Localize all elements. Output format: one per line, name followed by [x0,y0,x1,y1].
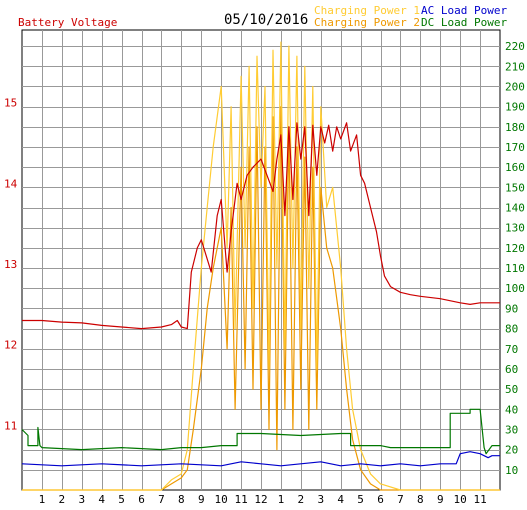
legend-ac-load-power: AC Load Power [421,4,508,17]
x-tick-label: 9 [198,493,205,506]
right-axis: 10 20 30 40 50 60 70 80 90 100 110 120 130 140 150 160 1… [505,40,525,477]
right-tick-label: 70 [505,343,518,356]
right-tick-label: 140 [505,202,525,215]
right-tick-label: 10 [505,464,518,477]
left-tick-label: 14 [4,177,18,190]
x-tick-label: 7 [397,493,404,506]
left-axis: 11 12 13 14 15 [4,97,18,433]
left-tick-label: 11 [4,419,17,432]
left-tick-label: 15 [4,97,17,110]
x-tick-label: 12 [254,493,267,506]
legend-dc-load-power: DC Load Power [421,16,508,29]
x-tick-label: 10 [454,493,467,506]
right-tick-label: 190 [505,101,525,114]
right-tick-label: 110 [505,262,525,275]
series-lines [21,41,500,491]
left-tick-label: 13 [4,258,17,271]
left-tick-label: 12 [4,339,17,352]
x-tick-label: 4 [98,493,105,506]
x-tick-label: 6 [138,493,145,506]
x-tick-label: 3 [78,493,85,506]
x-tick-label: 6 [377,493,384,506]
x-axis: 1 2 3 4 5 6 7 8 9 10 11 12 1 2 3 4 5 6 7 8 9 10 11 [39,493,487,506]
right-tick-label: 200 [505,80,525,93]
charging-power-1-line [22,41,500,491]
right-tick-label: 30 [505,423,518,436]
right-tick-label: 20 [505,444,518,457]
right-tick-label: 80 [505,323,518,336]
right-tick-label: 180 [505,121,525,134]
charging-power-2-line [22,106,500,491]
x-tick-label: 8 [417,493,424,506]
right-tick-label: 50 [505,383,518,396]
x-tick-label: 10 [215,493,228,506]
grid [22,30,500,490]
legend-charging-power-2: Charging Power 2 [314,16,420,29]
x-tick-label: 8 [178,493,185,506]
battery-voltage-line [22,122,500,330]
legend-charging-power-1: Charging Power 1 [314,4,420,17]
right-tick-label: 160 [505,161,525,174]
x-tick-label: 2 [59,493,66,506]
x-tick-label: 11 [473,493,486,506]
x-tick-label: 9 [437,493,444,506]
right-tick-label: 90 [505,302,518,315]
right-tick-label: 100 [505,282,525,295]
x-tick-label: 3 [317,493,324,506]
right-tick-label: 150 [505,181,525,194]
x-tick-label: 7 [158,493,165,506]
x-tick-label: 1 [278,493,285,506]
chart-title-date: 05/10/2016 [224,12,309,28]
x-tick-label: 5 [118,493,125,506]
x-tick-label: 2 [298,493,305,506]
x-tick-label: 1 [39,493,46,506]
x-tick-label: 4 [337,493,344,506]
right-tick-label: 40 [505,403,518,416]
right-tick-label: 220 [505,40,525,53]
right-tick-label: 170 [505,141,525,154]
right-tick-label: 130 [505,222,525,235]
right-tick-label: 210 [505,60,525,73]
legend-battery-voltage: Battery Voltage [18,16,118,29]
x-tick-label: 5 [357,493,364,506]
ac-load-power-line [21,451,500,467]
right-tick-label: 120 [505,242,525,255]
dc-load-power-line [21,408,500,455]
right-tick-label: 60 [505,363,518,376]
x-tick-label: 11 [234,493,247,506]
